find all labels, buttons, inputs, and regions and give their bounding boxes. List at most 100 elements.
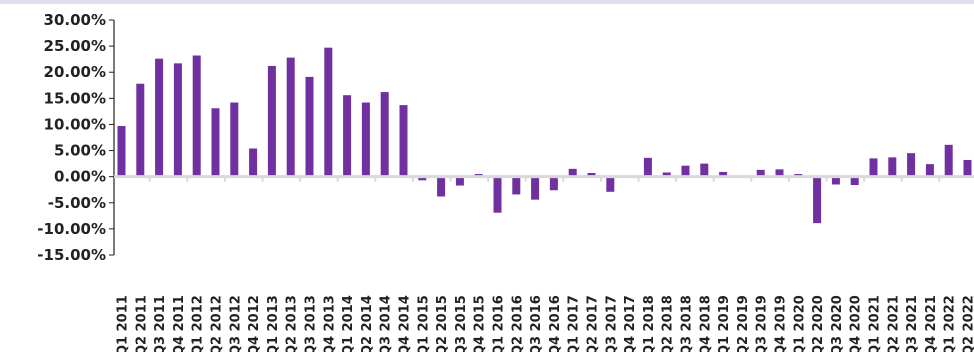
x-category-label: Q1 2019	[717, 295, 732, 352]
x-category-label: Q4 2019	[774, 295, 789, 352]
x-category-label: Q2 2016	[510, 295, 525, 352]
bar	[418, 176, 427, 181]
bar	[305, 76, 314, 177]
y-tick-label: 30.00%	[44, 11, 106, 29]
x-category-label: Q1 2012	[191, 295, 206, 352]
bar	[643, 157, 652, 177]
y-tick-label: 0.00%	[54, 168, 106, 186]
bar	[512, 176, 521, 195]
bar	[493, 176, 502, 213]
bar	[606, 176, 615, 192]
x-category-label: Q2 2012	[210, 295, 225, 352]
x-category-label: Q4 2017	[623, 295, 638, 352]
x-category-label: Q4 2014	[398, 295, 413, 352]
bar	[343, 95, 352, 177]
x-category-label: Q3 2016	[529, 295, 544, 352]
x-category-label: Q3 2013	[304, 295, 319, 352]
bar	[756, 169, 765, 177]
bar	[775, 169, 784, 177]
y-tick-label: -15.00%	[37, 246, 106, 264]
x-category-label: Q1 2017	[567, 295, 582, 352]
x-category-label: Q3 2015	[454, 295, 469, 352]
bar	[662, 172, 671, 177]
x-category-label: Q4 2013	[322, 295, 337, 352]
x-category-label: Q2 2014	[360, 295, 375, 352]
bar	[850, 176, 859, 186]
x-category-label: Q1 2014	[341, 295, 356, 352]
x-axis	[114, 175, 974, 182]
x-category-label: Q2 2013	[285, 295, 300, 352]
x-category-label: Q4 2011	[172, 295, 187, 352]
x-category-label: Q1 2018	[642, 295, 657, 352]
x-category-label: Q1 2011	[116, 295, 131, 352]
bar	[531, 176, 540, 200]
x-category-label: Q2 2011	[134, 295, 149, 352]
x-category-label: Q3 2011	[153, 295, 168, 352]
x-category-label: Q3 2018	[680, 295, 695, 352]
x-category-label: Q3 2014	[379, 295, 394, 352]
x-category-label: Q4 2016	[548, 295, 563, 352]
category-labels: Q1 2011 Q2 2011 Q3 2011 Q4 2011 Q1 2012 Q2 20…	[116, 295, 974, 352]
x-category-label: Q1 2020	[792, 295, 807, 352]
bar	[455, 176, 464, 186]
x-category-label: Q2 2019	[736, 295, 751, 352]
x-category-label: Q4 2012	[247, 295, 262, 352]
x-category-label: Q1 2013	[266, 295, 281, 352]
y-tick-label: -5.00%	[48, 194, 106, 212]
top-band	[0, 0, 974, 4]
x-category-label: Q1 2016	[492, 295, 507, 352]
bar	[437, 176, 446, 197]
x-category-label: Q4 2018	[698, 295, 713, 352]
bar	[813, 176, 822, 224]
x-category-label: Q3 2017	[604, 295, 619, 352]
y-tick-label: 15.00%	[44, 89, 106, 107]
bar	[907, 153, 916, 177]
y-tick-label: 25.00%	[44, 37, 106, 55]
bar	[249, 148, 258, 177]
bar	[361, 102, 370, 177]
x-category-label: Q1 2021	[868, 295, 883, 352]
x-category-label: Q2 2017	[586, 295, 601, 352]
bar	[869, 158, 878, 177]
y-tick-label: -10.00%	[37, 220, 106, 238]
bar	[568, 168, 577, 177]
x-category-label: Q3 2019	[755, 295, 770, 352]
bar	[587, 173, 596, 177]
bar	[211, 108, 220, 177]
bar	[700, 163, 709, 177]
x-category-label: Q2 2015	[435, 295, 450, 352]
x-category-label: Q1 2022	[943, 295, 958, 352]
x-category-label: Q3 2021	[905, 295, 920, 352]
x-category-label: Q1 2015	[416, 295, 431, 352]
bar	[136, 83, 145, 177]
bar	[192, 55, 201, 177]
bar	[549, 176, 558, 191]
bar	[831, 176, 840, 185]
bar	[286, 57, 295, 177]
bar	[155, 58, 164, 177]
bar	[380, 92, 389, 177]
y-tick-label: 10.00%	[44, 115, 106, 133]
x-category-label: Q2 2020	[811, 295, 826, 352]
bar	[944, 144, 953, 177]
bar	[399, 105, 408, 177]
x-category-label: Q2 2018	[661, 295, 676, 352]
x-category-label: Q2 2022	[962, 295, 974, 352]
bar	[963, 159, 972, 177]
bar	[173, 63, 182, 177]
x-category-label: Q4 2021	[924, 295, 939, 352]
y-tick-label: 5.00%	[54, 142, 106, 160]
bars	[117, 47, 972, 224]
y-axis: 30.00% 25.00% 20.00% 15.00% 10.00% 5.00% 0.00%…	[37, 11, 115, 264]
bar	[117, 126, 126, 177]
bar	[888, 157, 897, 177]
bar	[267, 65, 276, 177]
bar	[230, 102, 239, 177]
y-tick-label: 20.00%	[44, 63, 106, 81]
x-category-label: Q2 2021	[886, 295, 901, 352]
x-category-label: Q3 2020	[830, 295, 845, 352]
bar	[324, 47, 333, 177]
x-category-label: Q4 2015	[473, 295, 488, 352]
bar	[719, 171, 728, 177]
